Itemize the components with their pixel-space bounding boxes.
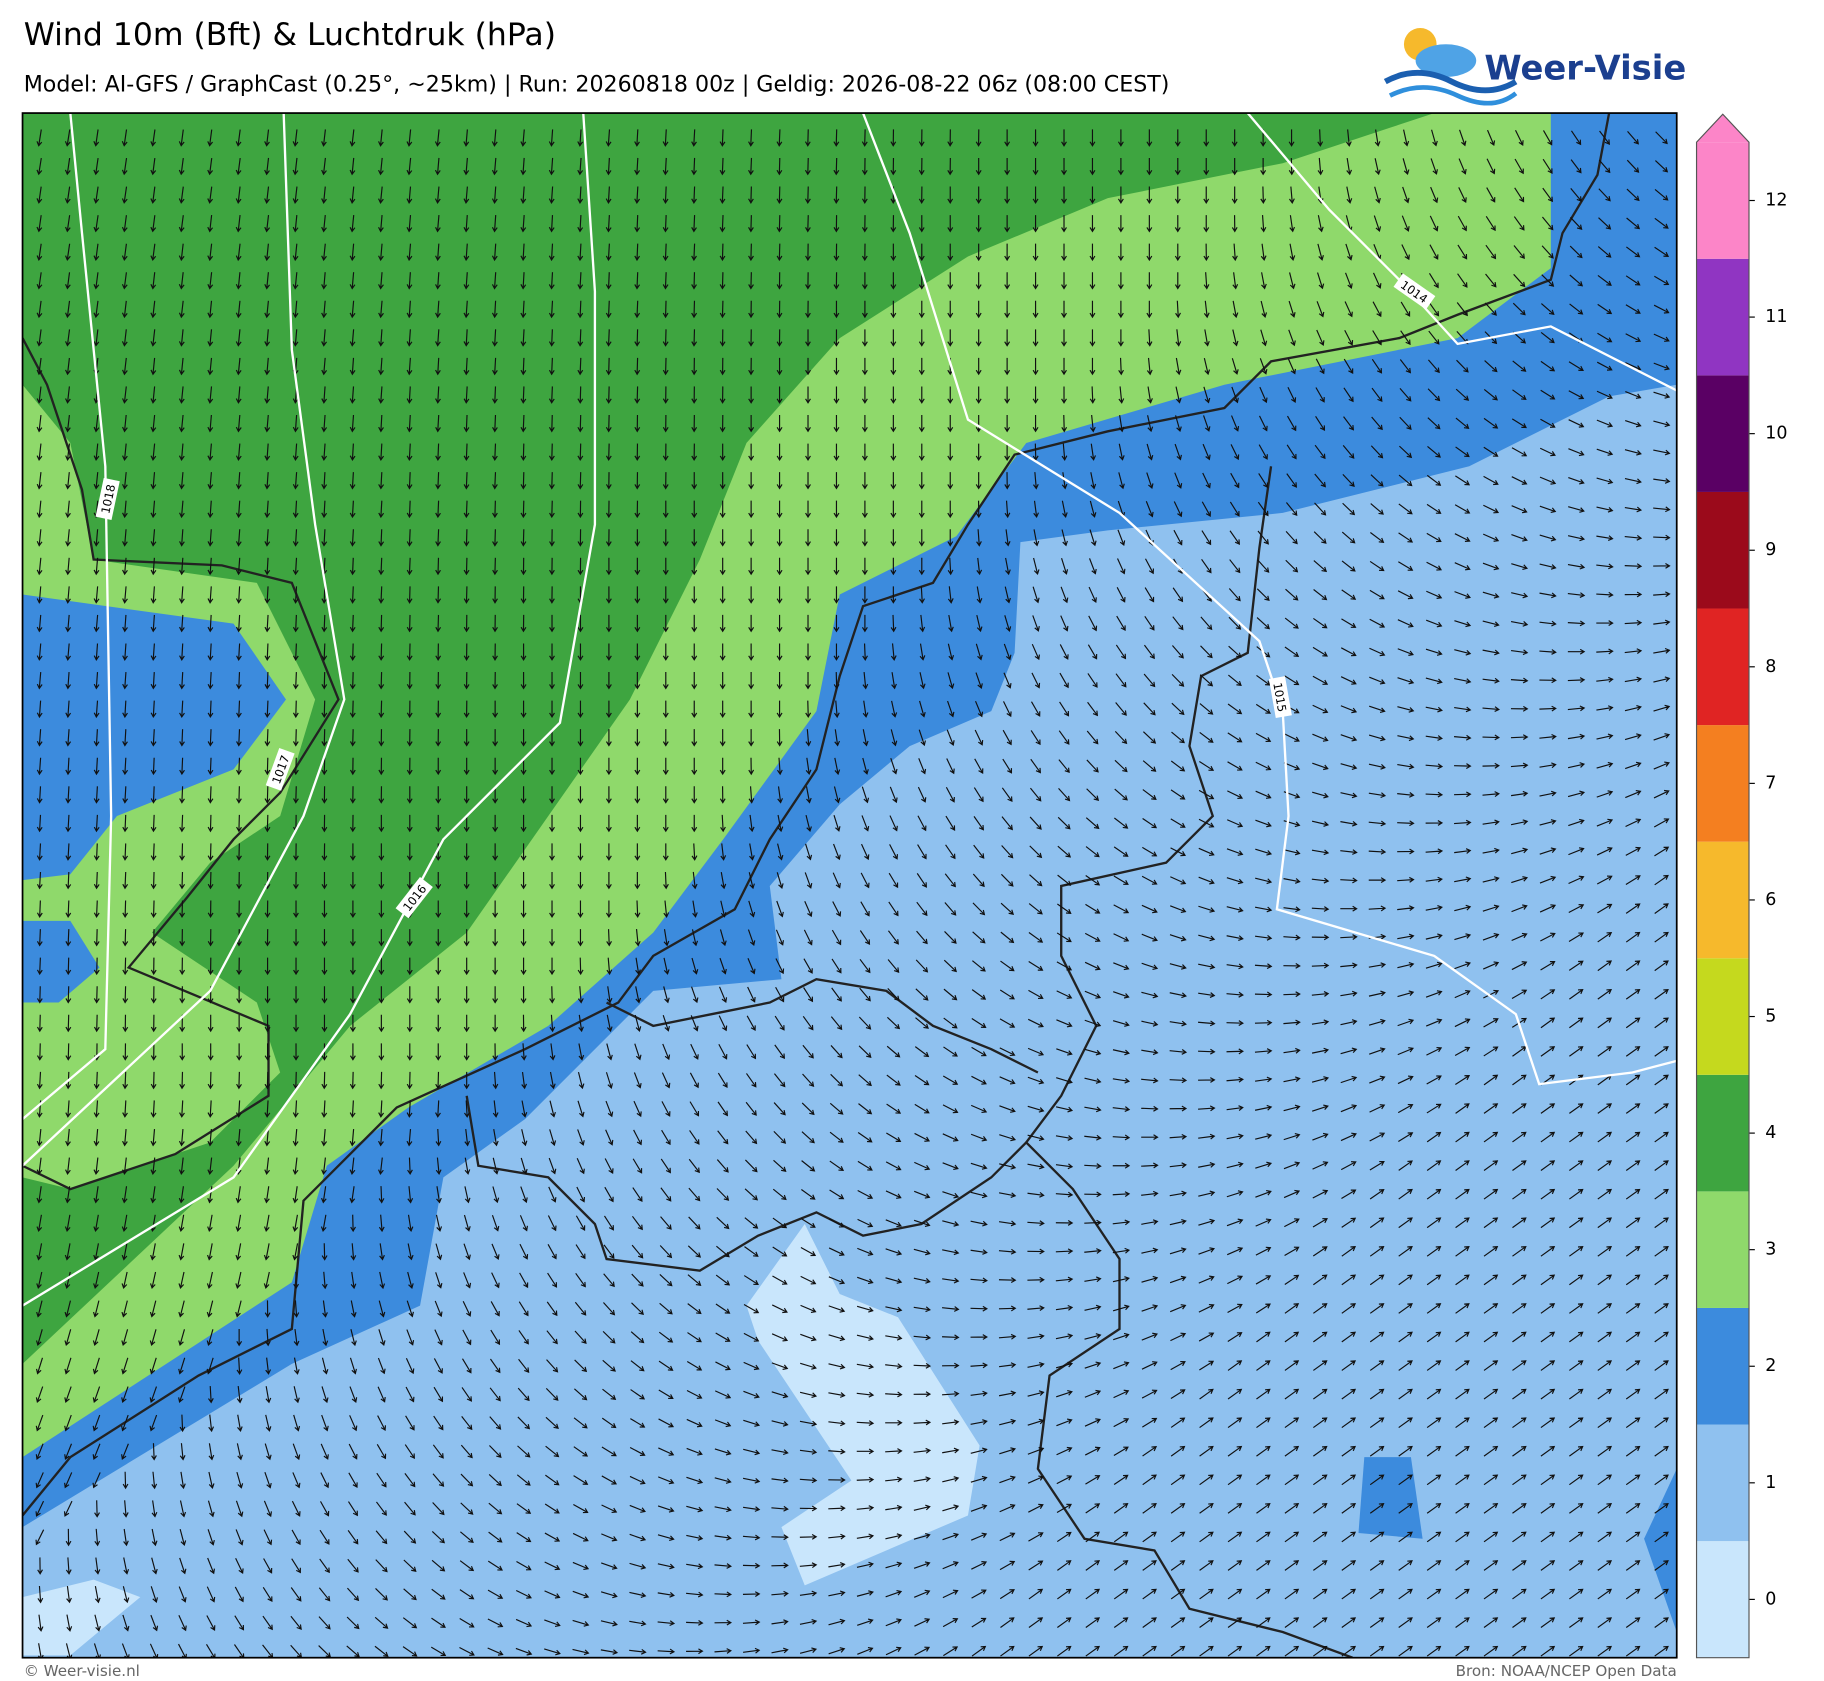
footer-source: Bron: NOAA/NCEP Open Data: [1456, 1662, 1677, 1680]
colorbar-tick-label: 4: [1765, 1123, 1776, 1143]
colorbar-outline: [1695, 113, 1750, 1659]
colorbar-tick-label: 2: [1765, 1356, 1776, 1376]
colorbar-tick-label: 1: [1765, 1473, 1776, 1493]
colorbar-tick-label: 5: [1765, 1007, 1776, 1027]
colorbar-tick-label: 11: [1765, 307, 1787, 327]
isobar-label-box: [265, 747, 295, 791]
logo-cloud: [1415, 44, 1477, 77]
map-frame: [21, 112, 1678, 1659]
logo-wave: [1388, 85, 1518, 106]
isobar: [22, 113, 113, 1121]
wind-zone-0: [746, 1224, 980, 1586]
colorbar-tick-label: 3: [1765, 1240, 1776, 1260]
wind-zone-2: [1358, 1457, 1423, 1539]
footer-credit: © Weer-visie.nl: [24, 1662, 140, 1680]
subtitle: Model: AI-GFS / GraphCast (0.25°, ~25km)…: [24, 72, 1170, 98]
coastlines: [22, 113, 1611, 1658]
isobar: [22, 113, 597, 1307]
wind-arrow-field: [35, 129, 1671, 1658]
isobars: [22, 113, 1677, 1307]
wind-zone-2: [1644, 1468, 1677, 1633]
logo-wave: [1383, 70, 1518, 94]
wind-zone-0: [22, 1579, 141, 1656]
country-border: [465, 1095, 1028, 1272]
isobar-label-text: 1018: [98, 483, 118, 515]
isobar-label-text: 1015: [1270, 681, 1289, 713]
colorbar-segment: [1696, 1541, 1750, 1658]
logo-text: Weer-Visie: [1484, 48, 1686, 87]
country-border: [1024, 466, 1354, 1658]
colorbar-segment: [1696, 1074, 1750, 1192]
colorbar-segment: [1696, 491, 1750, 609]
colorbar-segment: [1696, 1307, 1750, 1425]
isobar-label: 1015: [1268, 676, 1292, 719]
isobar: [861, 113, 1677, 1086]
colorbar-segment: [1696, 958, 1750, 1075]
colorbar-segment: [1696, 258, 1750, 376]
isobar-label: 1018: [95, 477, 120, 521]
isobar: [22, 113, 346, 1167]
colorbar-tick-label: 7: [1765, 773, 1776, 793]
colorbar-segment: [1696, 142, 1750, 259]
colorbar-segment: [1696, 1424, 1750, 1542]
colorbar-tick-label: 10: [1765, 424, 1787, 444]
wind-zone-4: [22, 113, 1435, 1364]
colorbar-segment: [1696, 725, 1750, 842]
colorbar-tick-label: 9: [1765, 540, 1776, 560]
colorbar-tick-label: 12: [1765, 191, 1787, 211]
wind-arrows: [35, 129, 1671, 1658]
isobar-label-box: [95, 477, 120, 521]
colorbar-extension: [1696, 114, 1750, 143]
colorbar-segment: [1696, 608, 1750, 726]
coastline: [22, 113, 1611, 1517]
colorbar-tick-label: 0: [1765, 1589, 1776, 1609]
coastline: [22, 337, 340, 1191]
isobar-label-box: [1393, 273, 1436, 310]
colorbar-tick-label: 6: [1765, 890, 1776, 910]
logo: Weer-Visie: [1383, 27, 1686, 106]
colorbar-tick-label: 8: [1765, 657, 1776, 677]
isobar-label-box: [1268, 676, 1292, 719]
colorbar-segment: [1696, 841, 1750, 959]
isobar: [1246, 113, 1677, 392]
isobar-label-box: [395, 876, 433, 919]
country-border: [606, 978, 1039, 1074]
colorbar-segment: [1696, 1191, 1750, 1308]
title: Wind 10m (Bft) & Luchtdruk (hPa): [24, 17, 556, 53]
colorbar-segment: [1696, 375, 1750, 492]
